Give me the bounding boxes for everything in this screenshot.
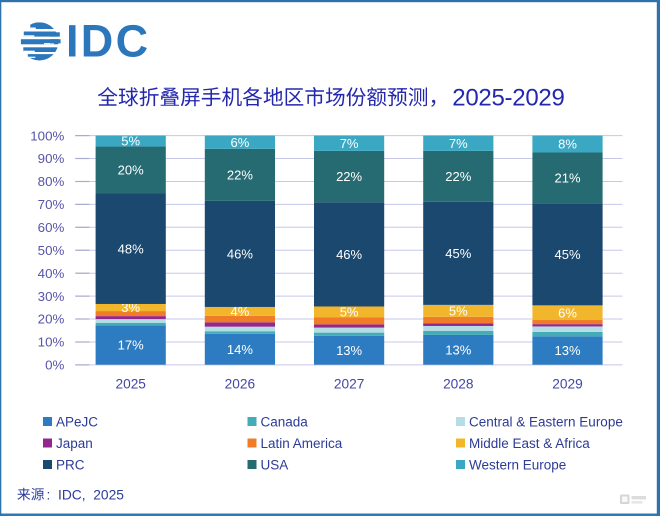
svg-text:20%: 20%: [38, 312, 65, 327]
svg-text:2026: 2026: [225, 377, 256, 392]
svg-text:2025: 2025: [115, 377, 146, 392]
svg-text:45%: 45%: [445, 246, 471, 261]
svg-text:70%: 70%: [38, 197, 65, 212]
svg-text:45%: 45%: [554, 247, 580, 262]
svg-text:0%: 0%: [45, 358, 64, 373]
svg-text:5%: 5%: [121, 134, 140, 149]
svg-text:22%: 22%: [445, 169, 471, 184]
svg-text:50%: 50%: [38, 243, 65, 258]
svg-text:7%: 7%: [340, 136, 359, 151]
svg-text:Japan: Japan: [56, 436, 93, 451]
svg-text:22%: 22%: [336, 169, 362, 184]
svg-text:48%: 48%: [118, 241, 144, 256]
svg-text:2028: 2028: [443, 377, 474, 392]
svg-text:22%: 22%: [227, 167, 253, 182]
svg-text:4%: 4%: [231, 304, 250, 319]
svg-text:Canada: Canada: [261, 414, 309, 429]
svg-text:Western Europe: Western Europe: [469, 457, 566, 472]
svg-text:2029: 2029: [552, 377, 582, 392]
svg-text:Central & Eastern Europe: Central & Eastern Europe: [469, 414, 623, 429]
svg-text:17%: 17%: [118, 338, 144, 353]
svg-text:: IDC, 2025: : IDC, 2025: [47, 487, 125, 502]
svg-text:APeJC: APeJC: [56, 414, 98, 429]
svg-text:7%: 7%: [449, 136, 468, 151]
svg-text:100%: 100%: [30, 128, 64, 143]
svg-text:8%: 8%: [558, 137, 577, 152]
svg-text:14%: 14%: [227, 342, 253, 357]
svg-text:13%: 13%: [554, 343, 580, 358]
svg-text:40%: 40%: [38, 266, 65, 281]
svg-text:6%: 6%: [231, 135, 250, 150]
svg-text:PRC: PRC: [56, 457, 85, 472]
svg-text:90%: 90%: [38, 151, 65, 166]
svg-text:IDC: IDC: [66, 16, 150, 67]
svg-text:46%: 46%: [227, 247, 253, 262]
svg-text:Latin America: Latin America: [261, 436, 343, 451]
svg-text:2027: 2027: [334, 377, 364, 392]
svg-text:Middle East & Africa: Middle East & Africa: [469, 436, 590, 451]
svg-text:5%: 5%: [340, 305, 359, 320]
svg-text:10%: 10%: [38, 335, 65, 350]
svg-text:2025-2029: 2025-2029: [452, 85, 565, 112]
svg-text:USA: USA: [261, 457, 289, 472]
svg-text:80%: 80%: [38, 174, 65, 189]
svg-text:60%: 60%: [38, 220, 65, 235]
svg-text:13%: 13%: [445, 342, 471, 357]
svg-text:13%: 13%: [336, 343, 362, 358]
svg-text:46%: 46%: [336, 247, 362, 262]
svg-text:20%: 20%: [118, 163, 144, 178]
svg-text:21%: 21%: [554, 171, 580, 186]
svg-text:6%: 6%: [558, 305, 577, 320]
svg-text:30%: 30%: [38, 289, 65, 304]
svg-text:5%: 5%: [449, 303, 468, 318]
